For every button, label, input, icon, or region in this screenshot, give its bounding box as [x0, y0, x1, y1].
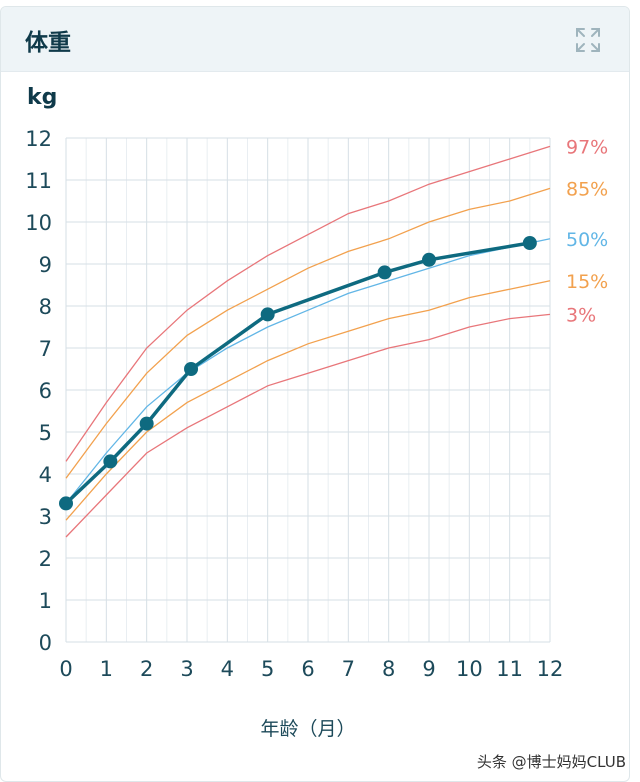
weight-data-point — [103, 454, 118, 469]
y-tick-label: 6 — [39, 379, 52, 403]
y-tick-label: 0 — [39, 631, 52, 655]
percentile-label: 15% — [566, 271, 608, 293]
x-tick-label: 10 — [456, 657, 483, 681]
weight-data-point — [59, 496, 73, 511]
y-tick-label: 7 — [39, 337, 52, 361]
y-tick-label: 9 — [39, 253, 52, 277]
y-tick-label: 4 — [39, 463, 52, 487]
percentile-label: 3% — [566, 304, 596, 326]
percentile-label: 97% — [566, 136, 608, 158]
x-tick-label: 5 — [261, 657, 274, 681]
x-tick-label: 3 — [180, 657, 193, 681]
y-tick-label: 1 — [39, 589, 52, 613]
y-tick-label: 10 — [25, 211, 52, 235]
percentile-curve-3 — [65, 313, 551, 538]
watermark: 头条 @博士妈妈CLUB — [476, 753, 626, 771]
weight-data-point — [184, 362, 199, 376]
y-unit-label: kg — [27, 85, 58, 110]
x-tick-label: 0 — [59, 657, 72, 681]
y-tick-label: 3 — [39, 505, 52, 529]
weight-series-line — [64, 241, 531, 505]
weight-data-point — [260, 307, 275, 322]
percentile-curve-85 — [65, 187, 551, 479]
card-header: 体重 — [1, 7, 629, 72]
x-tick-label: 8 — [382, 657, 395, 681]
y-tick-label: 12 — [25, 127, 52, 151]
y-tick-label: 2 — [39, 547, 52, 571]
percentile-curve-97 — [65, 145, 551, 462]
percentile-curve-50 — [65, 238, 551, 504]
percentile-label: 50% — [566, 229, 608, 251]
weight-data-point — [422, 252, 436, 267]
weight-data-point — [377, 265, 392, 280]
x-tick-label: 2 — [140, 657, 153, 681]
x-tick-label: 1 — [100, 657, 113, 681]
x-axis-label: 年龄（月） — [260, 718, 356, 740]
y-tick-label: 8 — [39, 295, 52, 319]
x-tick-label: 11 — [496, 657, 523, 681]
x-tick-label: 7 — [342, 657, 355, 681]
chart-title: 体重 — [25, 30, 71, 56]
weight-chart-card: 体重 kg — [0, 6, 630, 782]
y-tick-label: 11 — [25, 169, 52, 193]
percentile-curve-15 — [65, 280, 551, 521]
expand-arrows-icon[interactable] — [575, 27, 601, 53]
percentile-label: 85% — [566, 178, 608, 200]
x-tick-label: 6 — [301, 657, 314, 681]
x-tick-label: 4 — [221, 657, 234, 681]
x-tick-label: 9 — [422, 657, 435, 681]
y-tick-label: 5 — [39, 421, 52, 445]
x-tick-label: 12 — [537, 657, 564, 681]
weight-data-point — [522, 236, 537, 250]
weight-data-point — [139, 416, 154, 431]
